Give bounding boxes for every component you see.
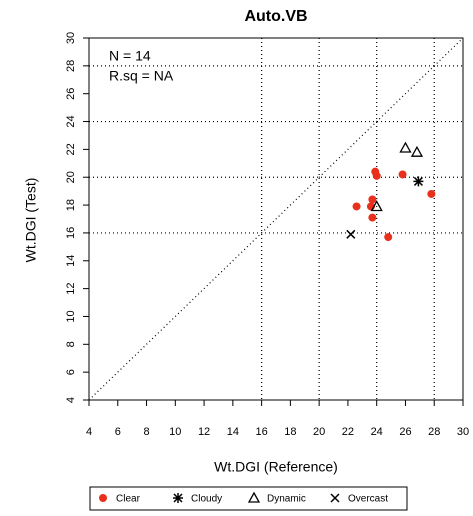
x-tick-label: 4 (86, 426, 92, 438)
point (330, 493, 340, 503)
point (370, 200, 383, 212)
point (384, 233, 393, 242)
point (398, 170, 407, 179)
y-tick-label: 18 (65, 199, 77, 211)
y-tick-label: 22 (65, 143, 77, 155)
x-axis-label: Wt.DGI (Reference) (214, 459, 338, 475)
point (399, 141, 412, 153)
point (427, 189, 436, 198)
point (410, 145, 424, 157)
legend-label: Clear (116, 494, 141, 505)
y-tick-label: 6 (65, 369, 77, 375)
annotation: R.sq = NA (109, 68, 174, 84)
y-tick-label: 8 (65, 341, 77, 347)
x-tick-label: 22 (342, 426, 354, 438)
x-tick-label: 16 (255, 426, 267, 438)
x-tick-label: 20 (313, 426, 325, 438)
point (368, 213, 377, 222)
x-tick-label: 10 (169, 426, 181, 438)
y-tick-label: 30 (65, 32, 77, 44)
plot-frame (88, 37, 464, 401)
x-tick-label: 8 (143, 426, 149, 438)
y-tick-label: 14 (65, 255, 77, 267)
annotation: N = 14 (109, 48, 151, 64)
identity-line (88, 37, 464, 401)
y-tick-label: 12 (65, 282, 77, 294)
x-tick-label: 18 (284, 426, 296, 438)
y-tick-label: 16 (65, 227, 77, 239)
x-tick-label: 26 (399, 426, 411, 438)
legend-box (89, 486, 408, 511)
x-tick-label: 14 (227, 426, 239, 438)
y-tick-label: 28 (65, 60, 77, 72)
point (346, 229, 356, 239)
point (99, 494, 107, 502)
x-tick-label: 28 (428, 426, 440, 438)
point (368, 195, 377, 204)
y-tick-label: 24 (65, 115, 77, 127)
y-tick-label: 20 (65, 171, 77, 183)
point (413, 176, 424, 187)
y-tick-label: 10 (65, 310, 77, 322)
point (352, 202, 361, 211)
legend-label: Dynamic (267, 494, 306, 505)
point (247, 491, 261, 503)
point (173, 493, 183, 503)
legend-label: Cloudy (191, 494, 222, 505)
x-tick-label: 12 (198, 426, 210, 438)
x-tick-label: 24 (371, 426, 383, 438)
chart-title: Auto.VB (244, 8, 307, 25)
legend-label: Overcast (348, 494, 388, 505)
x-tick-label: 6 (115, 426, 121, 438)
y-tick-label: 26 (65, 88, 77, 100)
x-tick-label: 30 (457, 426, 469, 438)
y-axis-label: Wt.DGI (Test) (23, 178, 39, 263)
point (372, 171, 381, 180)
y-tick-label: 4 (65, 397, 77, 403)
